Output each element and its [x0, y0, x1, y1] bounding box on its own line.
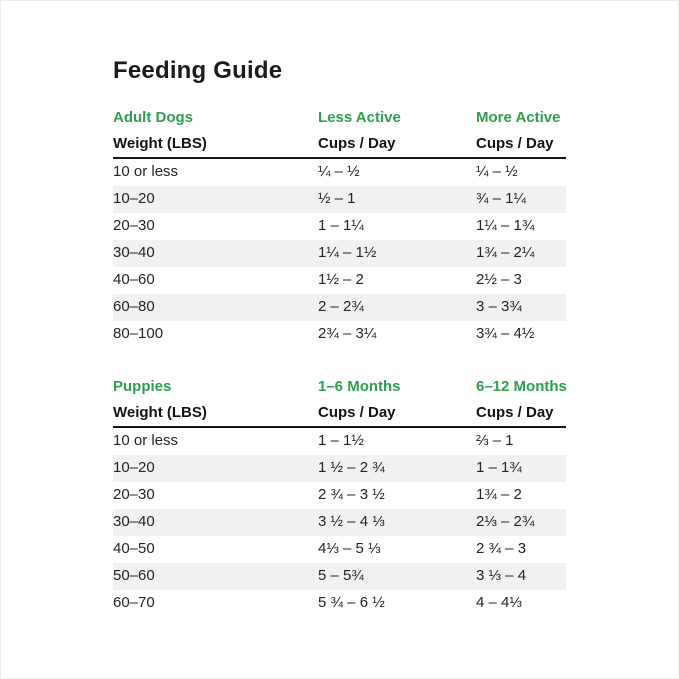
table-row: 10–20 1 ½ – 2 ¾ 1 – 1¾: [113, 455, 566, 482]
table-row: 50–60 5 – 5¾ 3 ⅓ – 4: [113, 563, 566, 590]
cups-range-cell: 3 ½ – 4 ⅓: [318, 513, 385, 531]
cups-range-cell: 4 – 4⅓: [476, 594, 522, 612]
weight-range-cell: 30–40: [113, 513, 155, 531]
period-label: Less Active: [318, 109, 401, 127]
cups-range-cell: 2 – 2¾: [318, 298, 364, 316]
cups-day-header: Cups / Day: [318, 135, 396, 153]
cups-range-cell: 2 ¾ – 3: [476, 540, 527, 558]
puppies-table: Puppies 1–6 Months 6–12 Months Weight (LBS)…: [113, 374, 567, 617]
table-row: 60–70 5 ¾ – 6 ½ 4 – 4⅓: [113, 590, 566, 617]
weight-range-cell: 40–50: [113, 540, 155, 558]
table-row: 30–40 3 ½ – 4 ⅓ 2⅓ – 2¾: [113, 509, 566, 536]
cups-range-cell: 3¾ – 4½: [476, 325, 535, 343]
table-row: 10–20 ½ – 1 ¾ – 1¼: [113, 186, 566, 213]
adult-dogs-table: Adult Dogs Less Active More Active Weight (…: [113, 105, 566, 348]
column-header-row: Weight (LBS) Cups / Day Cups / Day: [113, 132, 566, 159]
table-row: 20–30 1 – 1¼ 1¼ – 1¾: [113, 213, 566, 240]
period-label: 6–12 Months: [476, 378, 567, 396]
section-title: Puppies: [113, 378, 172, 396]
period-label: More Active: [476, 109, 561, 127]
weight-range-cell: 50–60: [113, 567, 155, 585]
cups-day-header: Cups / Day: [476, 135, 554, 153]
cups-range-cell: ⅔ – 1: [476, 432, 514, 450]
weight-range-cell: 60–70: [113, 594, 155, 612]
cups-day-header: Cups / Day: [476, 404, 554, 422]
cups-range-cell: 2½ – 3: [476, 271, 522, 289]
section-header-row: Puppies 1–6 Months 6–12 Months: [113, 374, 567, 401]
cups-range-cell: 1¼ – 1¾: [476, 217, 535, 235]
cups-range-cell: 3 – 3¾: [476, 298, 522, 316]
cups-range-cell: 1¾ – 2: [476, 486, 522, 504]
table-row: 40–60 1½ – 2 2½ – 3: [113, 267, 566, 294]
period-label: 1–6 Months: [318, 378, 401, 396]
section-title: Adult Dogs: [113, 109, 193, 127]
weight-range-cell: 20–30: [113, 217, 155, 235]
cups-range-cell: 4⅓ – 5 ⅓: [318, 540, 381, 558]
weight-header: Weight (LBS): [113, 135, 207, 153]
table-row: 60–80 2 – 2¾ 3 – 3¾: [113, 294, 566, 321]
table-row: 20–30 2 ¾ – 3 ½ 1¾ – 2: [113, 482, 566, 509]
weight-range-cell: 10–20: [113, 190, 155, 208]
cups-range-cell: 5 – 5¾: [318, 567, 364, 585]
table-row: 10 or less ¼ – ½ ¼ – ½: [113, 159, 566, 186]
section-header-row: Adult Dogs Less Active More Active: [113, 105, 566, 132]
cups-day-header: Cups / Day: [318, 404, 396, 422]
cups-range-cell: 1 – 1½: [318, 432, 364, 450]
table-row: 80–100 2¾ – 3¼ 3¾ – 4½: [113, 321, 566, 348]
weight-range-cell: 30–40: [113, 244, 155, 262]
content-area: Feeding Guide Adult Dogs Less Active More …: [113, 57, 567, 617]
cups-range-cell: 2¾ – 3¼: [318, 325, 377, 343]
table-row: 30–40 1¼ – 1½ 1¾ – 2¼: [113, 240, 566, 267]
column-header-row: Weight (LBS) Cups / Day Cups / Day: [113, 401, 566, 428]
cups-range-cell: 1½ – 2: [318, 271, 364, 289]
cups-range-cell: 1 – 1¾: [476, 459, 522, 477]
cups-range-cell: 5 ¾ – 6 ½: [318, 594, 385, 612]
table-row: 10 or less 1 – 1½ ⅔ – 1: [113, 428, 566, 455]
cups-range-cell: ¼ – ½: [476, 163, 518, 181]
cups-range-cell: 2 ¾ – 3 ½: [318, 486, 385, 504]
cups-range-cell: 3 ⅓ – 4: [476, 567, 527, 585]
table-row: 40–50 4⅓ – 5 ⅓ 2 ¾ – 3: [113, 536, 566, 563]
weight-range-cell: 80–100: [113, 325, 164, 343]
weight-range-cell: 10 or less: [113, 432, 179, 450]
cups-range-cell: ¾ – 1¼: [476, 190, 527, 208]
cups-range-cell: 1 ½ – 2 ¾: [318, 459, 385, 477]
weight-range-cell: 40–60: [113, 271, 155, 289]
cups-range-cell: ½ – 1: [318, 190, 356, 208]
cups-range-cell: 1 – 1¼: [318, 217, 364, 235]
cups-range-cell: 1¼ – 1½: [318, 244, 377, 262]
cups-range-cell: 1¾ – 2¼: [476, 244, 535, 262]
weight-range-cell: 20–30: [113, 486, 155, 504]
weight-header: Weight (LBS): [113, 404, 207, 422]
page-title: Feeding Guide: [113, 57, 283, 84]
cups-range-cell: 2⅓ – 2¾: [476, 513, 535, 531]
weight-range-cell: 60–80: [113, 298, 155, 316]
cups-range-cell: ¼ – ½: [318, 163, 360, 181]
weight-range-cell: 10–20: [113, 459, 155, 477]
weight-range-cell: 10 or less: [113, 163, 179, 181]
